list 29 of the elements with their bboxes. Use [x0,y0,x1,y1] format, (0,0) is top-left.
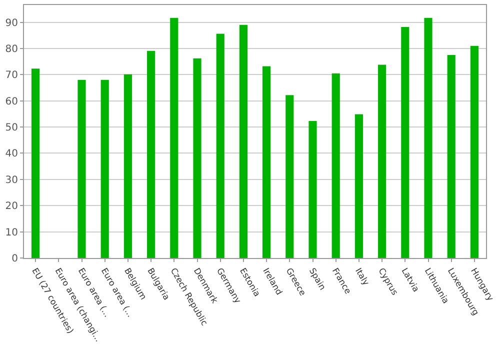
bar [401,27,410,258]
y-tick-label: 20 [5,201,18,212]
bar [354,114,363,258]
bar [262,66,271,258]
y-tick-label: 60 [5,96,18,108]
bar [32,68,40,258]
y-tick-label: 80 [5,44,18,55]
y-tick-label: 0 [12,254,18,264]
y-tick-label: 70 [5,70,18,82]
bar [378,64,386,258]
y-tick-label: 90 [5,18,18,29]
bar [447,55,456,258]
bar [239,24,248,258]
bar [424,18,432,258]
y-tick-label: 50 [5,122,18,134]
bar [124,74,132,258]
bar [147,50,156,258]
bar [332,73,340,258]
bar [216,34,224,258]
y-tick-label: 40 [5,148,18,160]
y-tick-label: 10 [5,227,18,238]
bar [100,80,109,258]
bar [286,95,294,258]
bar [470,46,478,258]
bar [170,18,178,258]
bar [308,121,317,258]
y-tick-label: 30 [5,174,18,186]
bar [78,80,86,258]
bar [193,58,202,258]
